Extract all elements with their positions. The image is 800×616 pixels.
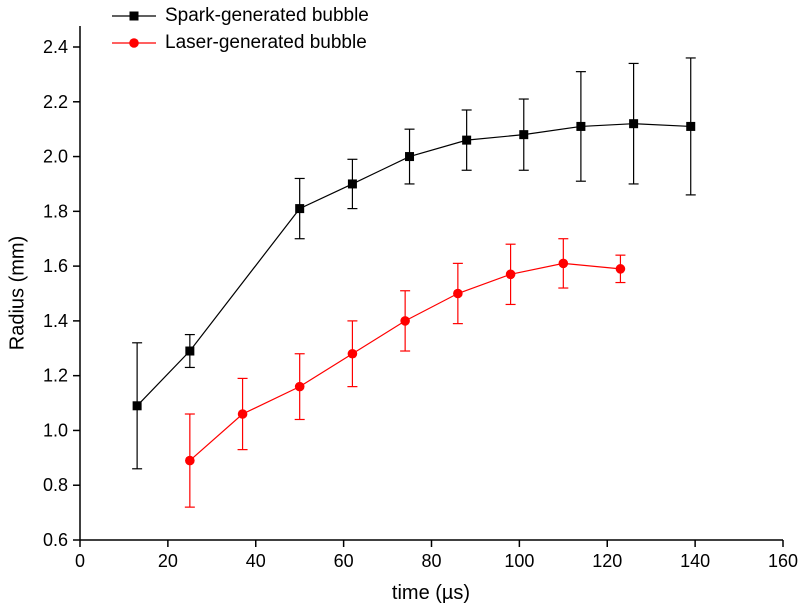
legend-label-laser: Laser-generated bubble	[165, 31, 367, 53]
data-point-marker	[295, 204, 305, 214]
legend-label-spark: Spark-generated bubble	[165, 4, 369, 26]
y-tick-label: 1.0	[43, 420, 68, 440]
y-tick-label: 1.4	[43, 311, 68, 331]
chart-legend: Spark-generated bubble Laser-generated b…	[112, 2, 369, 56]
x-tick-label: 40	[246, 551, 266, 571]
y-tick-label: 2.4	[43, 37, 68, 57]
x-axis-label: time (µs)	[391, 582, 471, 604]
data-point-marker	[519, 130, 529, 140]
series-line	[136, 123, 691, 407]
data-point-marker	[505, 269, 516, 280]
y-tick-label: 1.8	[43, 201, 68, 221]
x-tick-label: 100	[504, 551, 534, 571]
data-point-marker	[405, 152, 415, 162]
y-tick-label: 1.2	[43, 366, 68, 386]
y-tick-label: 0.8	[43, 475, 68, 495]
y-tick-label: 1.6	[43, 256, 68, 276]
x-tick-label: 20	[158, 551, 178, 571]
y-axis-label: Radius (mm)	[6, 235, 29, 351]
x-tick-label: 120	[592, 551, 622, 571]
data-point-marker	[686, 121, 696, 131]
series-circle	[184, 238, 626, 508]
legend-marker-spark-icon	[112, 11, 156, 20]
data-point-marker	[576, 121, 586, 131]
legend-item-laser: Laser-generated bubble	[112, 29, 369, 56]
data-point-marker	[185, 455, 195, 466]
y-tick-label: 0.6	[43, 530, 68, 550]
data-point-marker	[558, 258, 569, 269]
x-tick-label: 80	[421, 551, 441, 571]
legend-item-spark: Spark-generated bubble	[112, 2, 369, 29]
data-point-marker	[400, 316, 410, 326]
data-point-marker	[294, 381, 305, 392]
data-point-marker	[132, 401, 142, 411]
x-tick-label: 140	[680, 551, 710, 571]
data-point-marker	[615, 264, 626, 274]
legend-marker-laser-icon	[112, 37, 156, 48]
data-point-marker	[453, 288, 463, 299]
data-point-marker	[347, 348, 358, 359]
series-square	[132, 57, 696, 470]
data-point-marker	[347, 179, 357, 189]
y-tick-label: 2.2	[43, 92, 68, 112]
data-point-marker	[185, 346, 195, 356]
x-tick-label: 0	[75, 551, 85, 571]
x-tick-label: 60	[334, 551, 354, 571]
x-tick-label: 160	[768, 551, 798, 571]
data-point-marker	[462, 135, 472, 145]
y-tick-label: 2.0	[43, 147, 68, 167]
data-point-marker	[237, 409, 248, 419]
data-point-marker	[629, 119, 639, 129]
